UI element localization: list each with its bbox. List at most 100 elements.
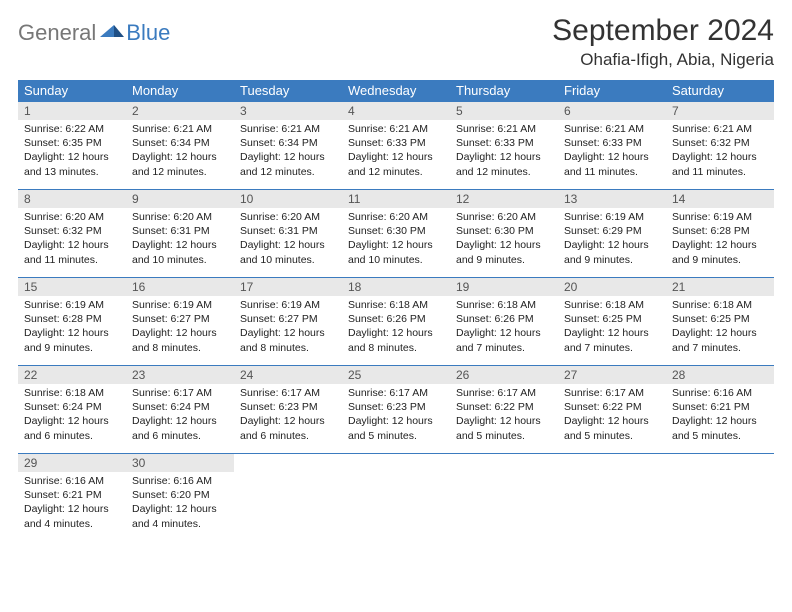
location-text: Ohafia-Ifigh, Abia, Nigeria bbox=[552, 50, 774, 70]
day-number: 27 bbox=[558, 366, 666, 384]
day-number: 25 bbox=[342, 366, 450, 384]
logo-text-general: General bbox=[18, 20, 96, 46]
calendar-cell bbox=[450, 454, 558, 542]
calendar-cell: 22Sunrise: 6:18 AMSunset: 6:24 PMDayligh… bbox=[18, 366, 126, 454]
day-number: 21 bbox=[666, 278, 774, 296]
calendar-cell: 10Sunrise: 6:20 AMSunset: 6:31 PMDayligh… bbox=[234, 190, 342, 278]
day-number: 28 bbox=[666, 366, 774, 384]
day-info: Sunrise: 6:19 AMSunset: 6:27 PMDaylight:… bbox=[126, 296, 234, 359]
logo: General Blue bbox=[18, 14, 170, 46]
calendar-cell: 29Sunrise: 6:16 AMSunset: 6:21 PMDayligh… bbox=[18, 454, 126, 542]
day-info: Sunrise: 6:18 AMSunset: 6:24 PMDaylight:… bbox=[18, 384, 126, 447]
day-info: Sunrise: 6:17 AMSunset: 6:22 PMDaylight:… bbox=[450, 384, 558, 447]
calendar-row: 1Sunrise: 6:22 AMSunset: 6:35 PMDaylight… bbox=[18, 102, 774, 190]
calendar-row: 15Sunrise: 6:19 AMSunset: 6:28 PMDayligh… bbox=[18, 278, 774, 366]
day-number: 14 bbox=[666, 190, 774, 208]
day-number: 30 bbox=[126, 454, 234, 472]
weekday-header-row: Sunday Monday Tuesday Wednesday Thursday… bbox=[18, 80, 774, 102]
day-info: Sunrise: 6:21 AMSunset: 6:34 PMDaylight:… bbox=[234, 120, 342, 183]
header-row: General Blue September 2024 Ohafia-Ifigh… bbox=[18, 14, 774, 70]
calendar-cell: 23Sunrise: 6:17 AMSunset: 6:24 PMDayligh… bbox=[126, 366, 234, 454]
day-number: 15 bbox=[18, 278, 126, 296]
day-info: Sunrise: 6:19 AMSunset: 6:29 PMDaylight:… bbox=[558, 208, 666, 271]
calendar-cell: 5Sunrise: 6:21 AMSunset: 6:33 PMDaylight… bbox=[450, 102, 558, 190]
day-number: 1 bbox=[18, 102, 126, 120]
day-info: Sunrise: 6:17 AMSunset: 6:22 PMDaylight:… bbox=[558, 384, 666, 447]
day-info: Sunrise: 6:17 AMSunset: 6:23 PMDaylight:… bbox=[234, 384, 342, 447]
day-info: Sunrise: 6:19 AMSunset: 6:28 PMDaylight:… bbox=[666, 208, 774, 271]
day-number: 24 bbox=[234, 366, 342, 384]
day-number: 4 bbox=[342, 102, 450, 120]
calendar-cell: 19Sunrise: 6:18 AMSunset: 6:26 PMDayligh… bbox=[450, 278, 558, 366]
calendar-cell: 9Sunrise: 6:20 AMSunset: 6:31 PMDaylight… bbox=[126, 190, 234, 278]
calendar-cell: 21Sunrise: 6:18 AMSunset: 6:25 PMDayligh… bbox=[666, 278, 774, 366]
day-info: Sunrise: 6:21 AMSunset: 6:33 PMDaylight:… bbox=[558, 120, 666, 183]
day-info: Sunrise: 6:22 AMSunset: 6:35 PMDaylight:… bbox=[18, 120, 126, 183]
calendar-row: 22Sunrise: 6:18 AMSunset: 6:24 PMDayligh… bbox=[18, 366, 774, 454]
weekday-header: Tuesday bbox=[234, 80, 342, 102]
calendar-cell: 15Sunrise: 6:19 AMSunset: 6:28 PMDayligh… bbox=[18, 278, 126, 366]
calendar-cell: 16Sunrise: 6:19 AMSunset: 6:27 PMDayligh… bbox=[126, 278, 234, 366]
day-number: 5 bbox=[450, 102, 558, 120]
calendar-cell: 7Sunrise: 6:21 AMSunset: 6:32 PMDaylight… bbox=[666, 102, 774, 190]
calendar-cell: 3Sunrise: 6:21 AMSunset: 6:34 PMDaylight… bbox=[234, 102, 342, 190]
weekday-header: Thursday bbox=[450, 80, 558, 102]
day-info: Sunrise: 6:21 AMSunset: 6:34 PMDaylight:… bbox=[126, 120, 234, 183]
calendar-row: 8Sunrise: 6:20 AMSunset: 6:32 PMDaylight… bbox=[18, 190, 774, 278]
calendar-cell: 6Sunrise: 6:21 AMSunset: 6:33 PMDaylight… bbox=[558, 102, 666, 190]
day-info: Sunrise: 6:17 AMSunset: 6:23 PMDaylight:… bbox=[342, 384, 450, 447]
day-number: 6 bbox=[558, 102, 666, 120]
calendar-cell: 18Sunrise: 6:18 AMSunset: 6:26 PMDayligh… bbox=[342, 278, 450, 366]
day-info: Sunrise: 6:18 AMSunset: 6:25 PMDaylight:… bbox=[558, 296, 666, 359]
day-info: Sunrise: 6:16 AMSunset: 6:21 PMDaylight:… bbox=[18, 472, 126, 535]
day-number: 16 bbox=[126, 278, 234, 296]
title-block: September 2024 Ohafia-Ifigh, Abia, Niger… bbox=[552, 14, 774, 70]
calendar-cell: 24Sunrise: 6:17 AMSunset: 6:23 PMDayligh… bbox=[234, 366, 342, 454]
weekday-header: Wednesday bbox=[342, 80, 450, 102]
calendar-cell: 25Sunrise: 6:17 AMSunset: 6:23 PMDayligh… bbox=[342, 366, 450, 454]
day-number: 22 bbox=[18, 366, 126, 384]
calendar-cell: 11Sunrise: 6:20 AMSunset: 6:30 PMDayligh… bbox=[342, 190, 450, 278]
month-title: September 2024 bbox=[552, 14, 774, 48]
day-info: Sunrise: 6:16 AMSunset: 6:20 PMDaylight:… bbox=[126, 472, 234, 535]
day-info: Sunrise: 6:20 AMSunset: 6:30 PMDaylight:… bbox=[450, 208, 558, 271]
day-number: 9 bbox=[126, 190, 234, 208]
day-info: Sunrise: 6:17 AMSunset: 6:24 PMDaylight:… bbox=[126, 384, 234, 447]
calendar-cell: 1Sunrise: 6:22 AMSunset: 6:35 PMDaylight… bbox=[18, 102, 126, 190]
day-number: 17 bbox=[234, 278, 342, 296]
day-number: 20 bbox=[558, 278, 666, 296]
calendar-page: General Blue September 2024 Ohafia-Ifigh… bbox=[0, 0, 792, 556]
weekday-header: Saturday bbox=[666, 80, 774, 102]
day-info: Sunrise: 6:21 AMSunset: 6:33 PMDaylight:… bbox=[450, 120, 558, 183]
day-info: Sunrise: 6:20 AMSunset: 6:32 PMDaylight:… bbox=[18, 208, 126, 271]
day-number: 29 bbox=[18, 454, 126, 472]
day-number: 12 bbox=[450, 190, 558, 208]
calendar-cell: 26Sunrise: 6:17 AMSunset: 6:22 PMDayligh… bbox=[450, 366, 558, 454]
day-info: Sunrise: 6:19 AMSunset: 6:28 PMDaylight:… bbox=[18, 296, 126, 359]
calendar-cell: 27Sunrise: 6:17 AMSunset: 6:22 PMDayligh… bbox=[558, 366, 666, 454]
day-number: 7 bbox=[666, 102, 774, 120]
day-info: Sunrise: 6:18 AMSunset: 6:25 PMDaylight:… bbox=[666, 296, 774, 359]
day-number: 2 bbox=[126, 102, 234, 120]
calendar-cell: 20Sunrise: 6:18 AMSunset: 6:25 PMDayligh… bbox=[558, 278, 666, 366]
day-number: 10 bbox=[234, 190, 342, 208]
logo-text-blue: Blue bbox=[126, 20, 170, 46]
weekday-header: Monday bbox=[126, 80, 234, 102]
calendar-cell: 8Sunrise: 6:20 AMSunset: 6:32 PMDaylight… bbox=[18, 190, 126, 278]
logo-mark-icon bbox=[100, 21, 124, 46]
day-number: 23 bbox=[126, 366, 234, 384]
day-info: Sunrise: 6:18 AMSunset: 6:26 PMDaylight:… bbox=[450, 296, 558, 359]
calendar-cell: 12Sunrise: 6:20 AMSunset: 6:30 PMDayligh… bbox=[450, 190, 558, 278]
day-info: Sunrise: 6:21 AMSunset: 6:32 PMDaylight:… bbox=[666, 120, 774, 183]
day-number: 26 bbox=[450, 366, 558, 384]
day-number: 18 bbox=[342, 278, 450, 296]
calendar-cell: 28Sunrise: 6:16 AMSunset: 6:21 PMDayligh… bbox=[666, 366, 774, 454]
calendar-row: 29Sunrise: 6:16 AMSunset: 6:21 PMDayligh… bbox=[18, 454, 774, 542]
day-info: Sunrise: 6:18 AMSunset: 6:26 PMDaylight:… bbox=[342, 296, 450, 359]
day-number: 13 bbox=[558, 190, 666, 208]
calendar-cell: 30Sunrise: 6:16 AMSunset: 6:20 PMDayligh… bbox=[126, 454, 234, 542]
calendar-cell bbox=[558, 454, 666, 542]
calendar-cell: 2Sunrise: 6:21 AMSunset: 6:34 PMDaylight… bbox=[126, 102, 234, 190]
day-info: Sunrise: 6:20 AMSunset: 6:31 PMDaylight:… bbox=[234, 208, 342, 271]
calendar-cell bbox=[666, 454, 774, 542]
